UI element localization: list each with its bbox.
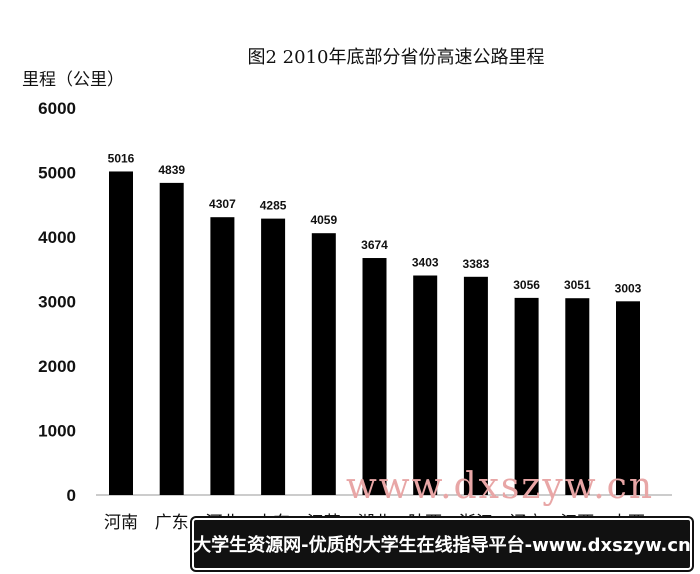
chart-title: 图2 2010年底部分省份高速公路里程	[248, 47, 545, 68]
site-banner-text: 大学生资源网-优质的大学生在线指导平台-www.dxszyw.cn	[193, 535, 691, 556]
data-label: 3051	[564, 278, 591, 292]
data-label: 4059	[310, 213, 337, 227]
y-axis-label: 里程（公里）	[22, 70, 124, 90]
x-category-label: 河南	[104, 513, 138, 533]
bar	[514, 297, 539, 495]
bar	[311, 233, 336, 495]
data-label: 3674	[361, 238, 388, 252]
bar	[616, 301, 640, 495]
data-label: 5016	[108, 151, 135, 165]
data-label: 3056	[513, 278, 540, 292]
bar	[565, 298, 590, 495]
y-tick-label: 6000	[38, 99, 76, 118]
y-tick-label: 1000	[38, 422, 76, 441]
x-category-label: 广东	[155, 513, 189, 533]
bar	[261, 218, 286, 495]
bar	[362, 258, 387, 495]
bar	[463, 276, 488, 495]
y-tick-label: 5000	[38, 164, 76, 183]
bar	[159, 182, 184, 495]
bar	[210, 217, 235, 496]
y-tick-label: 2000	[38, 357, 76, 376]
y-axis-ticks: 0 1000 2000 3000 4000 5000 6000	[38, 99, 76, 505]
bar	[413, 275, 438, 495]
y-tick-label: 0	[67, 486, 76, 505]
y-tick-label: 4000	[38, 228, 76, 247]
data-label: 4307	[209, 197, 236, 211]
bar	[109, 171, 133, 495]
y-tick-label: 3000	[38, 293, 76, 312]
data-label: 3003	[615, 281, 642, 295]
data-label: 3383	[463, 257, 490, 271]
data-label: 4285	[260, 199, 287, 213]
bars	[109, 171, 640, 496]
data-labels: 5016 4839 4307 4285 4059 3674 3403 3383 3056 3051…	[108, 151, 642, 295]
site-banner: 大学生资源网-优质的大学生在线指导平台-www.dxszyw.cn	[190, 516, 694, 572]
data-label: 4839	[158, 163, 185, 177]
data-label: 3403	[412, 256, 439, 270]
watermark: www.dxszyw.cn	[346, 466, 654, 507]
